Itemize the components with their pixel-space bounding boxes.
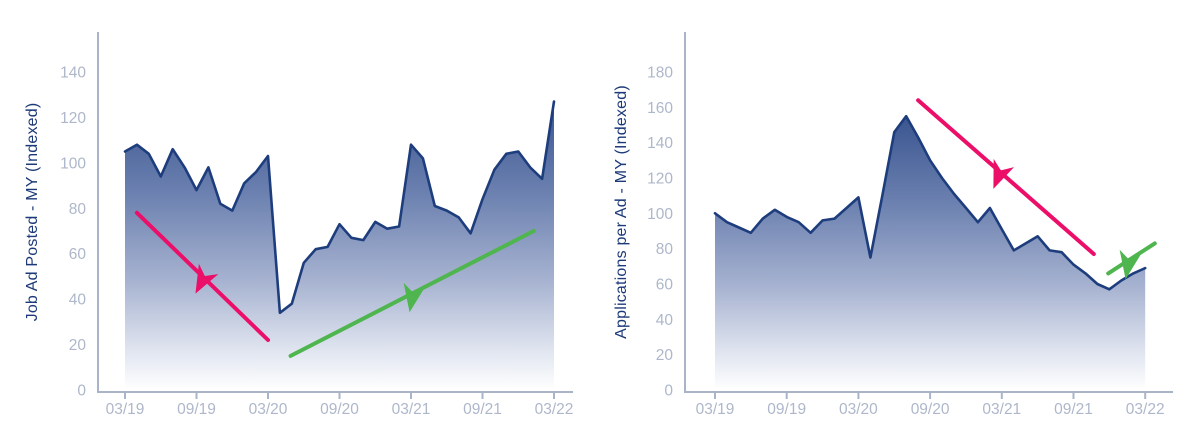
area-fill <box>715 116 1146 390</box>
area-fill <box>125 101 554 390</box>
y-axis-title: Applications per Ad - MY (Indexed) <box>613 85 630 339</box>
y-tick-label: 120 <box>60 110 86 127</box>
x-tick-label: 09/19 <box>177 401 216 418</box>
y-tick-label: 120 <box>647 171 673 188</box>
applications-per-ad-svg: 03/19 09/19 03/20 09/20 03/21 09/21 03/22 0 20 40… <box>613 32 1173 418</box>
uptrend-arrow-head <box>1119 249 1142 280</box>
y-axis-title: Job Ad Posted - MY (Indexed) <box>24 103 41 322</box>
uptrend-arrow <box>288 229 536 358</box>
series-line <box>123 100 556 315</box>
y-tick-label: 160 <box>647 100 673 117</box>
y-tick-label: 100 <box>60 155 86 172</box>
x-tick-label: 03/22 <box>535 401 574 418</box>
job-ads-posted-svg: 03/19 09/19 03/20 09/20 03/21 09/21 03/22 0 20 40… <box>24 32 574 418</box>
y-tick-label: 40 <box>69 292 87 309</box>
y-tick-label: 60 <box>656 277 674 294</box>
x-tick-label: 03/19 <box>696 401 735 418</box>
y-tick-label: 20 <box>656 347 674 364</box>
x-tick-label: 03/20 <box>839 401 878 418</box>
y-tick-label: 180 <box>647 65 673 82</box>
y-tick-label: 0 <box>77 383 86 400</box>
x-tick-label: 09/21 <box>463 401 502 418</box>
applications-per-ad-chart: 03/19 09/19 03/20 09/20 03/21 09/21 03/22 0 20 40… <box>600 0 1200 443</box>
series-line <box>713 114 1147 291</box>
y-tick-label: 100 <box>647 206 673 223</box>
y-tick-label: 0 <box>664 383 673 400</box>
downtrend-arrow <box>134 210 270 342</box>
downtrend-arrow-head <box>195 263 219 294</box>
x-tick-label: 09/21 <box>1054 401 1093 418</box>
uptrend-arrow-head <box>403 282 426 313</box>
y-tick-label: 40 <box>656 312 674 329</box>
job-ads-posted-chart: 03/19 09/19 03/20 09/20 03/21 09/21 03/22 0 20 40… <box>24 32 574 418</box>
y-tick-label: 80 <box>656 241 674 258</box>
y-tick-label: 80 <box>69 201 87 218</box>
x-tick-label: 03/22 <box>1126 401 1165 418</box>
y-tick-label: 60 <box>69 246 87 263</box>
x-tick-label: 03/21 <box>392 401 431 418</box>
x-tick-label: 09/19 <box>767 401 806 418</box>
x-tick-label: 09/20 <box>911 401 950 418</box>
downtrend-arrow <box>916 98 1096 256</box>
y-tick-label: 140 <box>60 65 86 82</box>
x-tick-label: 03/21 <box>982 401 1021 418</box>
x-tick-label: 03/19 <box>106 401 145 418</box>
x-tick-label: 03/20 <box>249 401 288 418</box>
x-tick-label: 09/20 <box>320 401 359 418</box>
y-tick-label: 140 <box>647 135 673 152</box>
uptrend-arrow <box>1106 241 1157 280</box>
downtrend-arrow-line <box>916 98 1096 256</box>
downtrend-arrow-head <box>993 158 1015 189</box>
y-tick-label: 20 <box>69 337 87 354</box>
